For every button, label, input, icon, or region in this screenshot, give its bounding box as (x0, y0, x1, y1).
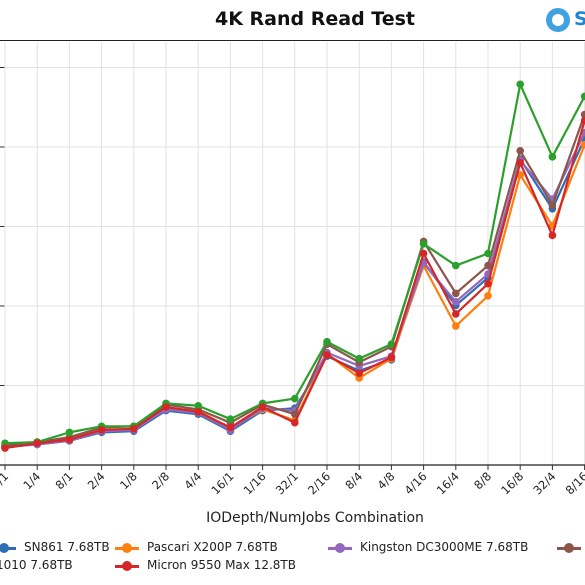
legend-label: Micron 9550 Max 12.8TB (147, 558, 296, 572)
data-point (65, 435, 74, 444)
data-point (516, 159, 524, 167)
data-point (452, 310, 460, 318)
x-tick-label: 4/16 (402, 469, 430, 497)
data-point (452, 298, 460, 306)
x-tick-label: 8/1 (53, 469, 76, 492)
legend-item-1010: 1010 7.68TB (0, 558, 73, 572)
legend-label: SN861 7.68TB (24, 540, 110, 554)
data-point (355, 354, 364, 363)
data-point (291, 394, 299, 403)
data-point (516, 146, 524, 155)
legend-swatch-icon (0, 542, 16, 553)
data-point (291, 410, 299, 419)
x-tick-label: 2/4 (85, 469, 108, 492)
data-point (258, 403, 267, 411)
legend-item-cut-off (557, 540, 585, 554)
x-tick-label: 32/4 (530, 469, 558, 497)
x-tick-label: 2/16 (305, 469, 333, 497)
data-point (323, 337, 331, 346)
x-tick-label: 4/4 (181, 469, 204, 492)
data-point (65, 428, 74, 437)
data-point (484, 292, 492, 300)
legend-label: 1010 7.68TB (0, 558, 73, 572)
legend-label: Pascari X200P 7.68TB (147, 540, 278, 554)
legend-swatch-icon (115, 542, 139, 553)
legend-item-sn861: SN861 7.68TB (0, 540, 110, 554)
data-point (580, 140, 585, 149)
data-point (548, 231, 557, 240)
legend-swatch-icon (328, 542, 352, 553)
legend-item-kingston: Kingston DC3000ME 7.68TB (328, 540, 528, 554)
x-tick-label: 1/16 (241, 469, 269, 497)
x-tick-label: 8/4 (342, 469, 365, 492)
data-point (484, 279, 492, 288)
x-tick-label: 8/8 (471, 469, 494, 492)
x-tick-label: 2/8 (149, 469, 172, 492)
x-tick-label: 16/4 (434, 469, 462, 497)
x-tick-label: 16/1 (208, 469, 236, 497)
data-point (130, 424, 138, 433)
x-axis-label: IODepth/NumJobs Combination (206, 510, 424, 526)
data-point (484, 249, 492, 258)
legend-swatch-icon (115, 560, 139, 571)
data-point (194, 401, 202, 410)
data-point (484, 261, 492, 270)
data-point (1, 444, 9, 452)
data-point (580, 92, 585, 101)
data-point (97, 426, 106, 434)
data-point (452, 289, 460, 298)
data-point (226, 423, 235, 432)
logo-mark-icon (546, 8, 570, 32)
data-point (387, 353, 396, 362)
chart-title: 4K Rand Read Test (214, 8, 416, 30)
data-point (452, 261, 460, 270)
data-point (33, 439, 41, 448)
legend-swatch-icon (557, 542, 581, 553)
x-tick-label: 1/1 (0, 469, 11, 492)
data-point (580, 110, 585, 119)
legend-label: Kingston DC3000ME 7.68TB (360, 540, 529, 554)
data-point (387, 340, 396, 348)
data-point (162, 403, 170, 411)
x-tick-label: 4/8 (375, 469, 398, 492)
x-tick-label: 1/4 (20, 469, 43, 492)
x-tick-label: 16/8 (498, 469, 526, 497)
data-point (548, 201, 557, 209)
data-point (226, 415, 235, 423)
data-point (355, 369, 364, 377)
data-point (323, 351, 331, 359)
x-tick-label: 8/16 (563, 469, 585, 497)
legend-item-pascari: Pascari X200P 7.68TB (115, 540, 278, 554)
data-point (580, 116, 585, 125)
x-tick-label: 1/8 (117, 469, 140, 492)
data-point (516, 80, 524, 89)
data-point (419, 249, 428, 258)
data-point (548, 153, 557, 161)
data-point (419, 240, 428, 248)
legend-item-micron: Micron 9550 Max 12.8TB (115, 558, 296, 572)
x-tick-label: 32/1 (273, 469, 301, 497)
logo-text: S (574, 8, 585, 30)
data-point (291, 418, 299, 427)
data-point (452, 322, 460, 330)
title-divider (0, 40, 585, 41)
data-point (194, 408, 202, 416)
brand-logo: S (546, 8, 585, 34)
